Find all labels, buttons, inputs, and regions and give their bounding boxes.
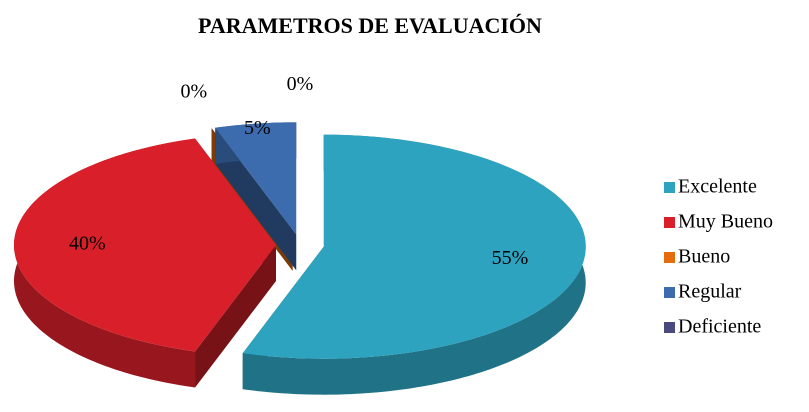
legend-swatch (664, 182, 675, 193)
slice (211, 128, 293, 235)
pie-tops (14, 122, 586, 359)
legend-swatch (664, 252, 675, 263)
chart-title: PARAMETROS DE EVALUACIÓN (198, 13, 542, 38)
legend-label: Bueno (678, 246, 730, 268)
value-label: 0% (287, 73, 314, 95)
value-label: 5% (244, 117, 271, 139)
legend-label: Deficiente (678, 316, 761, 338)
slice (14, 138, 276, 352)
slice (215, 122, 297, 235)
legend-swatch (664, 287, 675, 298)
value-label: 0% (180, 80, 207, 102)
value-label: 40% (69, 233, 106, 255)
legend-label: Muy Bueno (678, 211, 773, 233)
legend-label: Excelente (678, 176, 757, 198)
legend-swatch (664, 322, 675, 333)
legend-label: Regular (678, 281, 742, 303)
slice (242, 134, 586, 359)
legend-swatch (664, 217, 675, 228)
slice-wall (195, 245, 276, 388)
slice-wall (215, 127, 297, 271)
value-label: 55% (492, 247, 529, 269)
